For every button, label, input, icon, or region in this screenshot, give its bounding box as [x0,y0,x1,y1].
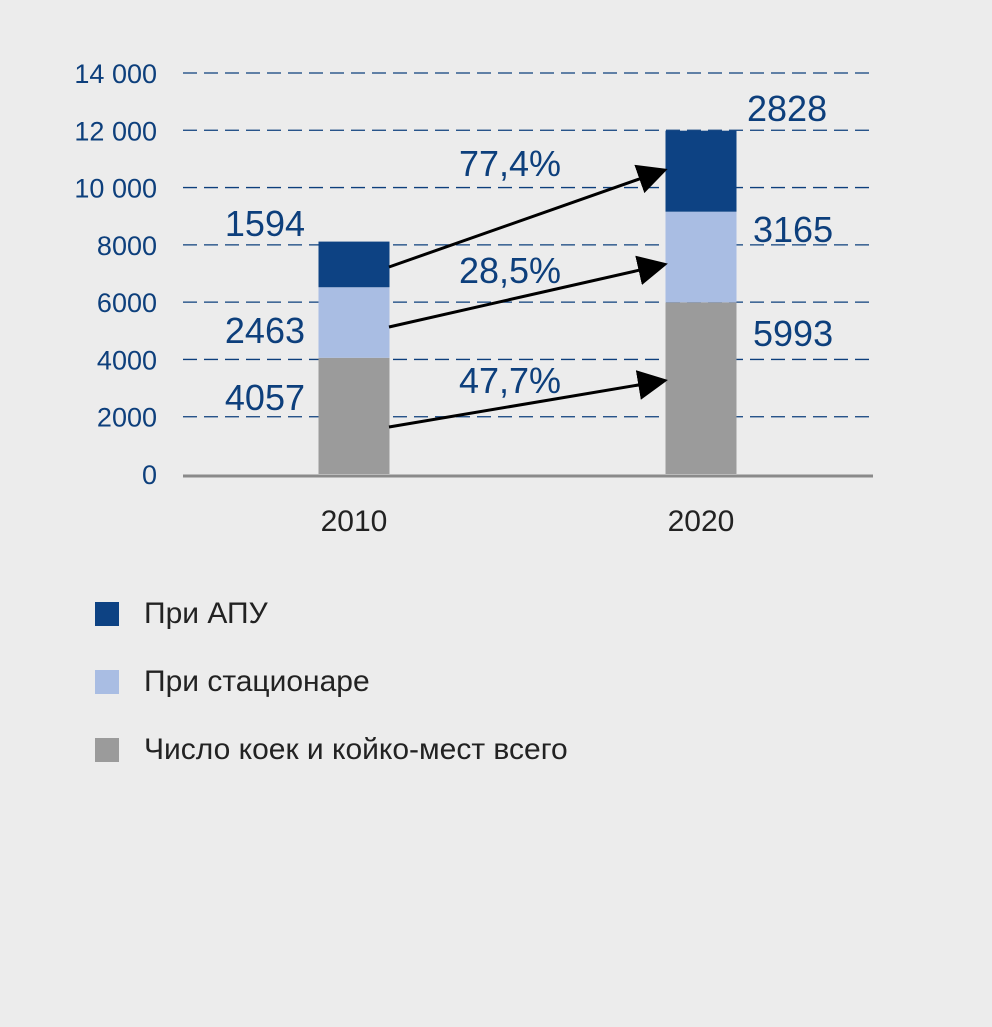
data-label: 2828 [747,88,827,129]
bar-segment [318,287,390,358]
chart-svg: 0 2000 4000 6000 8000 10 000 12 000 14 000 2010 2… [74,59,873,538]
change-label: 47,7% [459,360,561,401]
bar-segment [318,241,390,288]
legend-item-total: Число коек и койко-мест всего [95,716,568,784]
change-label: 28,5% [459,250,561,291]
y-tick-label: 10 000 [74,174,157,204]
legend-item-hospital: При стационаре [95,648,568,716]
x-tick-label: 2020 [668,505,735,538]
data-label: 5993 [753,313,833,354]
y-tick-label: 8000 [97,231,157,261]
y-tick-label: 4000 [97,345,157,375]
change-label: 77,4% [459,143,561,184]
data-label: 2463 [225,310,305,351]
change-arrow [388,255,668,329]
legend-swatch-hospital [95,670,119,694]
legend-label-total: Число коек и койко-мест всего [144,733,568,766]
bar-segment [318,357,390,474]
y-tick-label: 6000 [97,288,157,318]
change-arrow [388,370,668,429]
legend-item-apu: При АПУ [95,580,568,648]
y-tick-label: 0 [142,460,157,490]
y-tick-label: 2000 [97,403,157,433]
data-label: 3165 [753,209,833,250]
legend: При АПУ При стационаре Число коек и койк… [95,580,568,784]
data-label: 4057 [225,377,305,418]
y-tick-label: 12 000 [74,116,157,146]
legend-swatch-total [95,738,119,762]
bar-segment [665,211,737,303]
bar-segment [665,130,737,212]
data-label: 1594 [225,203,305,244]
change-arrow [388,164,668,269]
bar-segment [665,302,737,474]
legend-label-hospital: При стационаре [144,665,370,698]
x-tick-label: 2010 [321,505,388,538]
y-tick-label: 14 000 [74,59,157,89]
legend-label-apu: При АПУ [144,597,268,630]
legend-swatch-apu [95,602,119,626]
